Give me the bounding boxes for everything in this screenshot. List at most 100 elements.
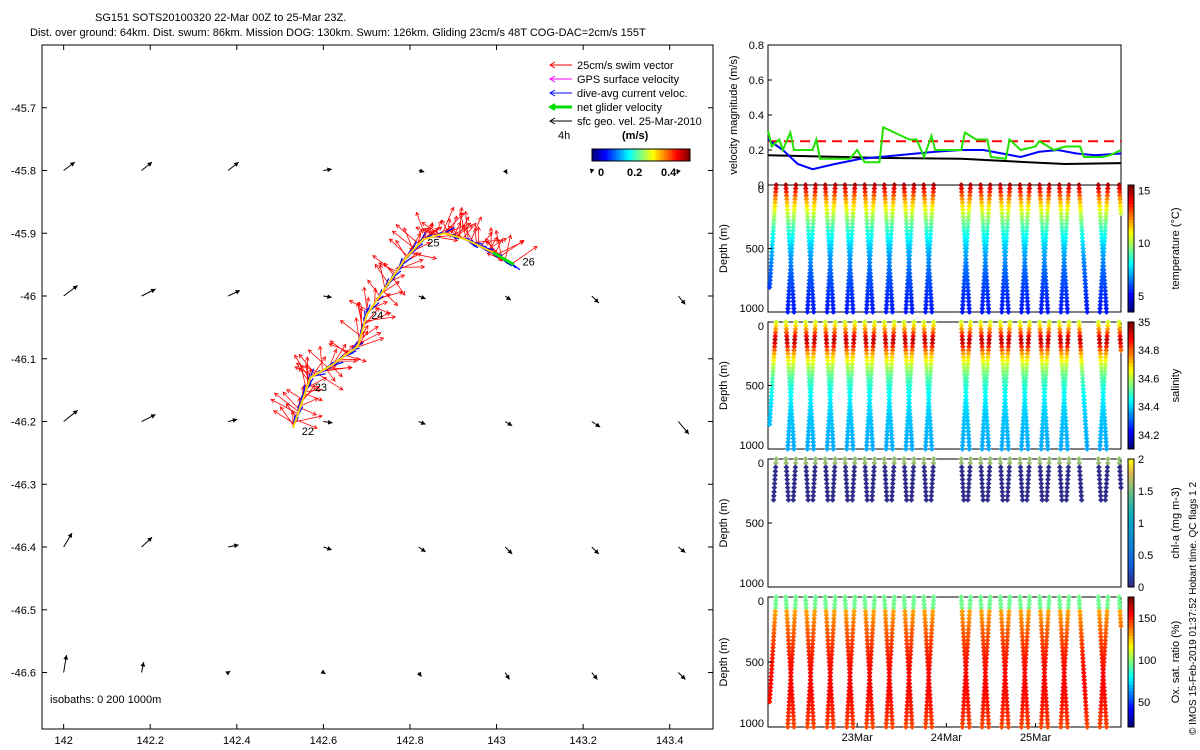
temperature-sample [850, 199, 857, 206]
colorbar-cell [654, 149, 657, 161]
swim-vector [300, 397, 319, 407]
temperature-sample [868, 228, 875, 234]
temperature-sample [1058, 295, 1065, 301]
oxygen-colorbar-cell [1128, 600, 1134, 604]
date-tick-label: 23Mar [842, 732, 874, 744]
temperature-sample [1006, 185, 1013, 192]
oxygen-colorbar-cell [1128, 684, 1134, 689]
temperature-sample [1058, 302, 1065, 308]
oxygen-colorbar-cell [1128, 678, 1134, 682]
temperature-sample [1019, 288, 1026, 294]
temperature-sample [769, 242, 776, 248]
legend-label: net glider velocity [577, 102, 662, 114]
temperature-colorbar-cell [1128, 232, 1134, 237]
geo-vector-head [416, 671, 422, 677]
temperature-sample [810, 210, 817, 217]
temperature-sample [850, 213, 856, 220]
temperature-sample [960, 295, 967, 301]
chla-colorbar-cell [1128, 551, 1134, 556]
temperature-sample [891, 185, 897, 192]
salinity-colorbar-cell [1128, 360, 1134, 364]
temperature-sample [767, 273, 774, 280]
temperature-sample [1063, 224, 1070, 231]
y-tick-label: -46.1 [11, 354, 36, 366]
temperature-sample [1000, 284, 1007, 291]
temperature-sample [986, 196, 993, 202]
temperature-sample [832, 182, 839, 188]
temperature-sample [1045, 203, 1051, 209]
chla-colorbar-cell [1128, 462, 1134, 466]
temperature-sample [1064, 203, 1071, 209]
salinity-colorbar-cell [1128, 353, 1134, 358]
temperature-sample [884, 298, 890, 305]
temperature-colorbar-cell [1128, 200, 1134, 205]
salinity-colorbar-cell [1128, 388, 1134, 393]
colorbar-cell [596, 149, 599, 161]
temperature-sample [811, 206, 817, 213]
swim-vector-head [294, 354, 299, 360]
geo-vector-head [225, 671, 231, 676]
oxygen-y-tick-label: 500 [746, 657, 764, 669]
colorbar-cell [636, 149, 639, 161]
oxygen-colorbar-cell [1128, 610, 1134, 614]
map-background [42, 45, 713, 729]
y-tick-label: -46.6 [11, 668, 36, 680]
swim-vector [299, 407, 317, 416]
geo-vector-head [593, 549, 599, 555]
figure-title: SG151 SOTS20100320 22-Mar 00Z to 25-Mar … [95, 12, 346, 24]
temperature-colorbar-cell [1128, 245, 1134, 249]
oxygen-colorbar-cell [1128, 603, 1134, 608]
oxygen-y-label: Depth (m) [718, 638, 730, 687]
temperature-sample [960, 291, 967, 298]
temperature-sample [786, 288, 792, 294]
temperature-sample [1045, 196, 1052, 202]
geo-vector-head [150, 414, 156, 419]
colorbar-cell [630, 149, 633, 161]
temperature-sample [771, 206, 778, 213]
temperature-sample [1105, 182, 1111, 188]
temperature-sample [1043, 224, 1050, 231]
temperature-sample [1023, 235, 1030, 241]
temperature-sample [785, 298, 792, 305]
temperature-sample [888, 235, 894, 241]
temperature-sample [928, 220, 935, 227]
oxygen-colorbar-cell [1128, 710, 1134, 715]
temperature-sample [1019, 291, 1026, 298]
temperature-sample [1019, 295, 1026, 301]
chla-colorbar-cell [1128, 481, 1134, 485]
swim-vector-head [422, 227, 428, 233]
temperature-sample [891, 189, 897, 195]
temperature-colorbar-cell [1128, 197, 1134, 202]
oxygen-colorbar-tick: 100 [1138, 655, 1156, 667]
temperature-sample [1023, 228, 1030, 234]
swim-vector [379, 264, 386, 289]
velocity-y-label: velocity magnitude (m/s) [728, 55, 740, 174]
temperature-sample [768, 252, 775, 259]
temperature-colorbar-label: temperature (°C) [1170, 207, 1182, 289]
temperature-sample [850, 203, 857, 209]
temperature-sample [1064, 210, 1070, 217]
oxygen-colorbar-cell [1128, 642, 1134, 647]
temperature-sample [967, 189, 973, 195]
oxygen-y-tick-label: 0 [758, 596, 764, 608]
temperature-sample [928, 213, 935, 220]
temperature-sample [1026, 185, 1033, 192]
chla-colorbar-label: chl-a (mg m-3) [1170, 487, 1182, 559]
temperature-sample [809, 235, 815, 241]
swim-vector [339, 358, 361, 361]
colorbar-cell [646, 149, 649, 161]
temperature-sample [965, 210, 972, 217]
geo-vector-head [680, 299, 686, 305]
temperature-sample [909, 206, 916, 213]
temperature-sample [1005, 210, 1011, 217]
geo-vector-head [63, 655, 69, 660]
colorbar-cell [626, 149, 629, 161]
swim-vector [417, 229, 423, 246]
temperature-sample [910, 199, 916, 206]
swim-vector [392, 277, 406, 296]
temperature-sample [1065, 199, 1071, 206]
temperature-sample [1059, 291, 1065, 298]
chla-colorbar-cell [1128, 529, 1134, 533]
